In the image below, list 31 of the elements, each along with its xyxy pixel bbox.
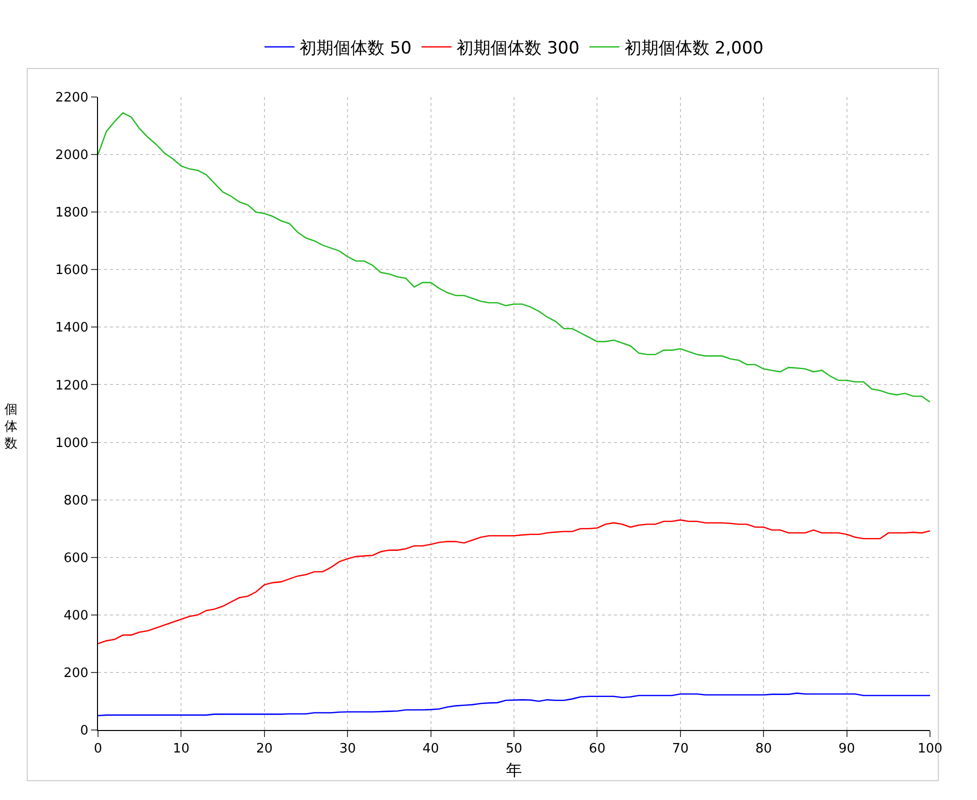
line-series: [98, 112, 930, 403]
y-tick-label: 2200: [55, 90, 88, 106]
legend-label: 初期個体数 2,000: [624, 38, 764, 59]
x-tick-label: 10: [172, 742, 190, 757]
line-series: [98, 692, 930, 716]
x-tick-label: 30: [339, 742, 356, 757]
legend-label: 初期個体数 300: [456, 38, 580, 59]
x-tick-label: 40: [422, 742, 440, 757]
y-tick-label: 200: [64, 666, 88, 681]
y-tick-label: 800: [64, 493, 88, 508]
x-tick-label: 100: [918, 742, 942, 757]
y-tick-label: 600: [64, 550, 88, 566]
y-tick-label: 1200: [55, 378, 88, 394]
y-tick-label: 400: [64, 608, 88, 624]
y-tick-label: 1400: [55, 320, 88, 336]
x-tick-label: 50: [506, 742, 522, 757]
y-axis-title: 個体数: [4, 402, 18, 452]
legend-label: 初期個体数 50: [300, 38, 412, 59]
y-tick-label: 1000: [55, 436, 88, 451]
line-series: [98, 519, 930, 644]
x-tick-label: 70: [672, 742, 689, 757]
x-tick-label: 60: [588, 742, 606, 757]
x-tick-label: 20: [256, 742, 273, 757]
y-tick-label: 1600: [55, 263, 88, 278]
x-tick-label: 0: [94, 742, 102, 757]
x-axis-title: 年: [506, 760, 522, 780]
y-tick-label: 2000: [55, 148, 88, 164]
y-tick-label: 0: [80, 724, 88, 739]
x-tick-label: 80: [755, 742, 772, 757]
x-tick-label: 90: [838, 742, 856, 757]
y-tick-label: 1800: [55, 206, 88, 221]
